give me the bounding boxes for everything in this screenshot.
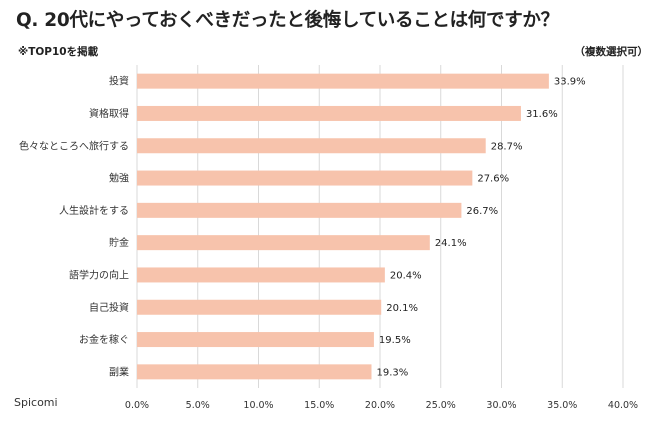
- category-label: お金を稼ぐ: [79, 333, 129, 346]
- value-label: 20.1%: [386, 303, 418, 314]
- bar: [137, 202, 462, 218]
- category-label: 副業: [109, 365, 129, 378]
- bar: [137, 73, 549, 89]
- x-tick-label: 5.0%: [186, 400, 210, 411]
- bar: [137, 267, 385, 283]
- category-label: 投資: [109, 75, 129, 88]
- category-label: 資格取得: [89, 107, 129, 120]
- x-tick-label: 15.0%: [304, 400, 334, 411]
- value-label: 19.3%: [376, 367, 408, 378]
- value-label: 26.7%: [466, 206, 498, 217]
- value-label: 27.6%: [477, 174, 509, 185]
- x-tick-label: 40.0%: [608, 400, 638, 411]
- x-tick-label: 0.0%: [125, 400, 149, 411]
- category-label: 語学力の向上: [69, 268, 129, 281]
- x-tick-label: 30.0%: [486, 400, 516, 411]
- value-label: 19.5%: [379, 335, 411, 346]
- x-tick-label: 25.0%: [426, 400, 456, 411]
- category-label: 貯金: [109, 236, 129, 249]
- bar: [137, 105, 521, 121]
- value-label: 20.4%: [390, 270, 422, 281]
- category-label: 色々なところへ旅行する: [19, 139, 129, 152]
- x-tick-label: 20.0%: [365, 400, 395, 411]
- chart-title: Q. 20代にやっておくべきだったと後悔していることは何ですか？: [16, 10, 559, 31]
- brand-label: Spicomi: [14, 396, 58, 409]
- x-tick-label: 10.0%: [243, 400, 273, 411]
- value-label: 31.6%: [526, 109, 558, 120]
- bar: [137, 170, 473, 186]
- value-label: 24.1%: [435, 238, 467, 249]
- bar: [137, 138, 486, 154]
- bar: [137, 235, 430, 251]
- value-label: 28.7%: [491, 141, 523, 152]
- x-tick-label: 35.0%: [547, 400, 577, 411]
- category-label: 人生設計をする: [59, 204, 129, 217]
- bar: [137, 364, 372, 380]
- category-label: 自己投資: [89, 301, 129, 314]
- multi-select-note: （複数選択可）: [574, 46, 649, 58]
- category-label: 勉強: [109, 172, 129, 185]
- bar: [137, 332, 374, 348]
- bar: [137, 299, 382, 315]
- top10-note: ※TOP10を掲載: [18, 46, 99, 58]
- value-label: 33.9%: [554, 77, 586, 88]
